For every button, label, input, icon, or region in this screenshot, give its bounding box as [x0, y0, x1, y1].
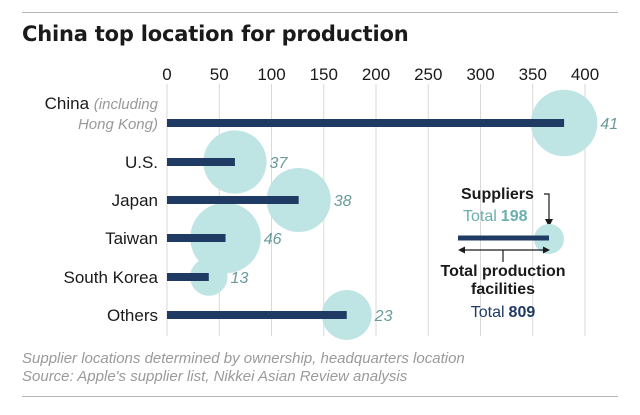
category-label: Japan: [112, 191, 158, 210]
legend-facilities-title-1: Total production: [440, 263, 565, 280]
legend-facilities-title-2: facilities: [471, 281, 535, 298]
category-name: China: [45, 94, 94, 113]
footnotes: Supplier locations determined by ownersh…: [22, 350, 465, 386]
x-tick-label: 350: [519, 65, 547, 84]
legend-range-arrow-right: [543, 246, 550, 254]
x-tick-label: 150: [310, 65, 338, 84]
note-source: Source: Apple's supplier list, Nikkei As…: [22, 368, 408, 385]
category-subtext-line2: Hong Kong): [78, 116, 158, 133]
supplier-count-label: 13: [231, 270, 249, 287]
category-subtext: (including: [94, 96, 159, 113]
x-tick-label: 100: [257, 65, 285, 84]
category-label: Taiwan: [105, 229, 158, 248]
supplier-count-label: 23: [374, 308, 393, 325]
chart-title: China top location for production: [22, 22, 409, 46]
legend-suppliers-leader: [544, 193, 550, 224]
category-label: China (including: [45, 94, 159, 113]
legend-suppliers-title: Suppliers: [461, 186, 534, 203]
supplier-count-label: 41: [600, 116, 618, 133]
supplier-count-label: 37: [270, 155, 289, 172]
legend: Suppliers Total 198 Total production faci…: [440, 186, 565, 321]
supplier-labels: 41 37 38 46 13 23: [231, 116, 619, 325]
category-labels: China (including Hong Kong) U.S. Japan Taiwa…: [45, 94, 159, 325]
x-tick-label: 0: [162, 65, 171, 84]
x-tick-label: 400: [571, 65, 599, 84]
x-tick-label: 200: [362, 65, 390, 84]
category-label: Others: [107, 306, 158, 325]
legend-range-arrow-left: [458, 246, 465, 254]
supplier-count-label: 38: [334, 193, 352, 210]
supplier-bubbles: [190, 89, 598, 340]
legend-suppliers-total: Total 198: [463, 208, 528, 225]
supplier-count-label: 46: [264, 231, 282, 248]
category-label: U.S.: [125, 153, 158, 172]
x-tick-label: 50: [210, 65, 229, 84]
x-tick-label: 250: [414, 65, 442, 84]
legend-facilities-total: Total 809: [471, 304, 536, 321]
facility-bars: [167, 119, 565, 319]
legend-suppliers-arrowhead: [545, 219, 553, 227]
bottom-rule: [22, 396, 618, 397]
x-tick-label: 300: [466, 65, 494, 84]
note-ownership: Supplier locations determined by ownersh…: [22, 350, 465, 367]
category-label: South Korea: [63, 268, 158, 287]
x-axis-ticks: 0 50 100 150 200 250 300 350 400: [162, 65, 599, 84]
top-rule: [22, 12, 618, 13]
